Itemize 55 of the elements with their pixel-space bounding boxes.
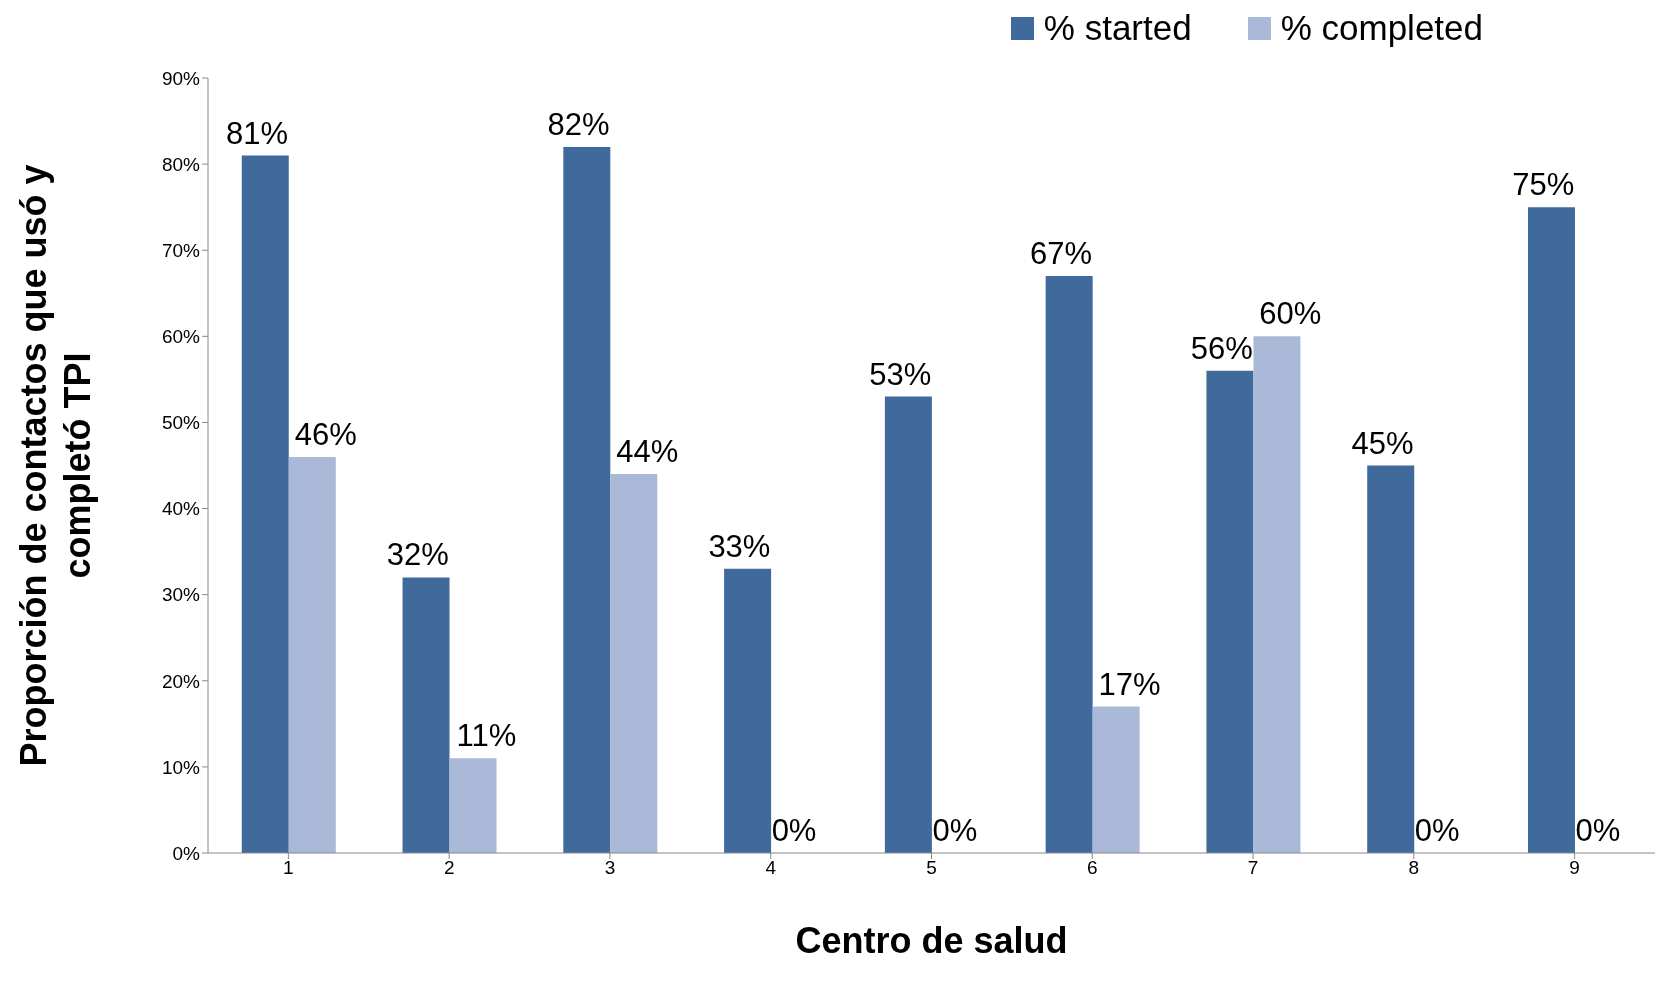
data-label: 46% bbox=[294, 416, 357, 452]
bar bbox=[288, 456, 336, 853]
bar bbox=[1092, 706, 1140, 853]
data-label: 53% bbox=[869, 356, 932, 392]
y-tick-label: 40% bbox=[161, 498, 201, 520]
bar bbox=[241, 155, 289, 853]
y-tick-label: 10% bbox=[161, 756, 201, 778]
data-label: 33% bbox=[708, 528, 771, 564]
y-tick-label: 30% bbox=[161, 584, 201, 606]
legend-label: % started bbox=[1043, 8, 1192, 48]
x-tick-label: 4 bbox=[765, 857, 777, 879]
bar bbox=[563, 146, 611, 853]
data-label: 60% bbox=[1259, 296, 1322, 332]
data-label: 32% bbox=[386, 537, 449, 573]
y-tick-label: 50% bbox=[161, 412, 201, 434]
data-label: 0% bbox=[1575, 813, 1621, 848]
legend-label: % completed bbox=[1280, 8, 1483, 48]
data-label: 0% bbox=[771, 813, 817, 848]
y-tick-label: 90% bbox=[161, 67, 201, 89]
y-axis-title: Proporción de contactos que usó y completó TPI bbox=[13, 164, 98, 767]
data-label: 56% bbox=[1190, 330, 1253, 366]
x-tick-label: 2 bbox=[443, 857, 455, 879]
data-label: 44% bbox=[616, 434, 679, 470]
data-label: 11% bbox=[456, 718, 517, 754]
bar bbox=[610, 474, 658, 853]
data-label: 0% bbox=[1414, 813, 1460, 848]
y-tick-label: 20% bbox=[161, 670, 201, 692]
bar bbox=[1045, 276, 1093, 853]
data-label: 45% bbox=[1351, 425, 1414, 461]
data-label: 82% bbox=[547, 106, 610, 142]
y-tick-label: 0% bbox=[172, 842, 201, 864]
bar bbox=[724, 568, 772, 853]
x-tick-label: 9 bbox=[1569, 857, 1580, 879]
x-tick-label: 7 bbox=[1247, 857, 1259, 879]
data-label: 81% bbox=[226, 115, 289, 151]
data-label: 17% bbox=[1098, 666, 1161, 702]
x-tick-label: 8 bbox=[1408, 857, 1420, 879]
bar bbox=[1527, 207, 1575, 853]
x-tick-label: 1 bbox=[283, 857, 294, 879]
x-tick-label: 6 bbox=[1086, 857, 1098, 879]
data-label: 67% bbox=[1029, 236, 1092, 272]
x-tick-label: 5 bbox=[926, 857, 937, 879]
bar bbox=[1367, 465, 1415, 853]
data-label: 0% bbox=[932, 813, 978, 848]
y-tick-label: 70% bbox=[161, 239, 201, 261]
bar bbox=[1206, 370, 1254, 853]
data-label: 75% bbox=[1512, 167, 1575, 203]
bar bbox=[1253, 336, 1301, 853]
y-tick-label: 80% bbox=[161, 153, 201, 175]
bar bbox=[884, 396, 932, 853]
bar bbox=[449, 758, 497, 853]
bar bbox=[402, 577, 450, 853]
x-tick-label: 3 bbox=[604, 857, 616, 879]
y-tick-label: 60% bbox=[161, 326, 201, 348]
x-axis-title: Centro de salud bbox=[795, 920, 1068, 961]
